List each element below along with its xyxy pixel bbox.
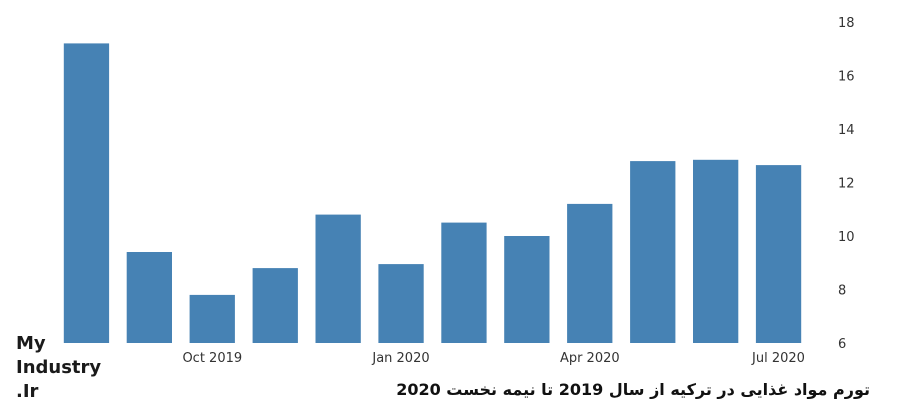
logo-line-3: .Ir (16, 380, 101, 404)
bar-may-2020 (630, 161, 675, 343)
bar-jul-2020 (756, 165, 801, 343)
y-tick-label-14: 14 (838, 123, 855, 138)
logo-line-2: Industry (16, 356, 101, 380)
bar-dec-2019 (316, 215, 361, 343)
bar-feb-2020 (441, 223, 486, 343)
chart-caption: تورم مواد غذایی در ترکیه از سال 2019 تا … (396, 380, 870, 399)
bar-nov-2019 (253, 268, 298, 343)
y-tick-label-16: 16 (838, 70, 855, 85)
y-tick-label-8: 8 (838, 284, 846, 299)
bar-jan-2020 (378, 264, 423, 343)
x-tick-label-jul-2020: Jul 2020 (751, 351, 805, 366)
bar-mar-2020 (504, 236, 549, 343)
bar-aug-2019 (64, 43, 109, 343)
y-tick-label-10: 10 (838, 230, 855, 245)
logo-line-1: My (16, 332, 101, 356)
bars-group (64, 43, 801, 343)
y-tick-label-6: 6 (838, 337, 846, 352)
y-tick-label-12: 12 (838, 177, 855, 192)
x-tick-label-apr-2020: Apr 2020 (560, 351, 620, 366)
x-tick-label-jan-2020: Jan 2020 (371, 351, 429, 366)
x-tick-label-oct-2019: Oct 2019 (182, 351, 242, 366)
x-axis-labels: Oct 2019 Jan 2020 Apr 2020 Jul 2020 (182, 351, 805, 366)
bar-apr-2020 (567, 204, 612, 343)
bar-jun-2020 (693, 160, 738, 343)
logo: My Industry .Ir (16, 332, 101, 404)
bar-oct-2019 (190, 295, 235, 343)
bar-sep-2019 (127, 252, 172, 343)
y-tick-label-18: 18 (838, 16, 855, 31)
y-axis-labels: 6 8 10 12 14 16 18 (838, 16, 855, 352)
